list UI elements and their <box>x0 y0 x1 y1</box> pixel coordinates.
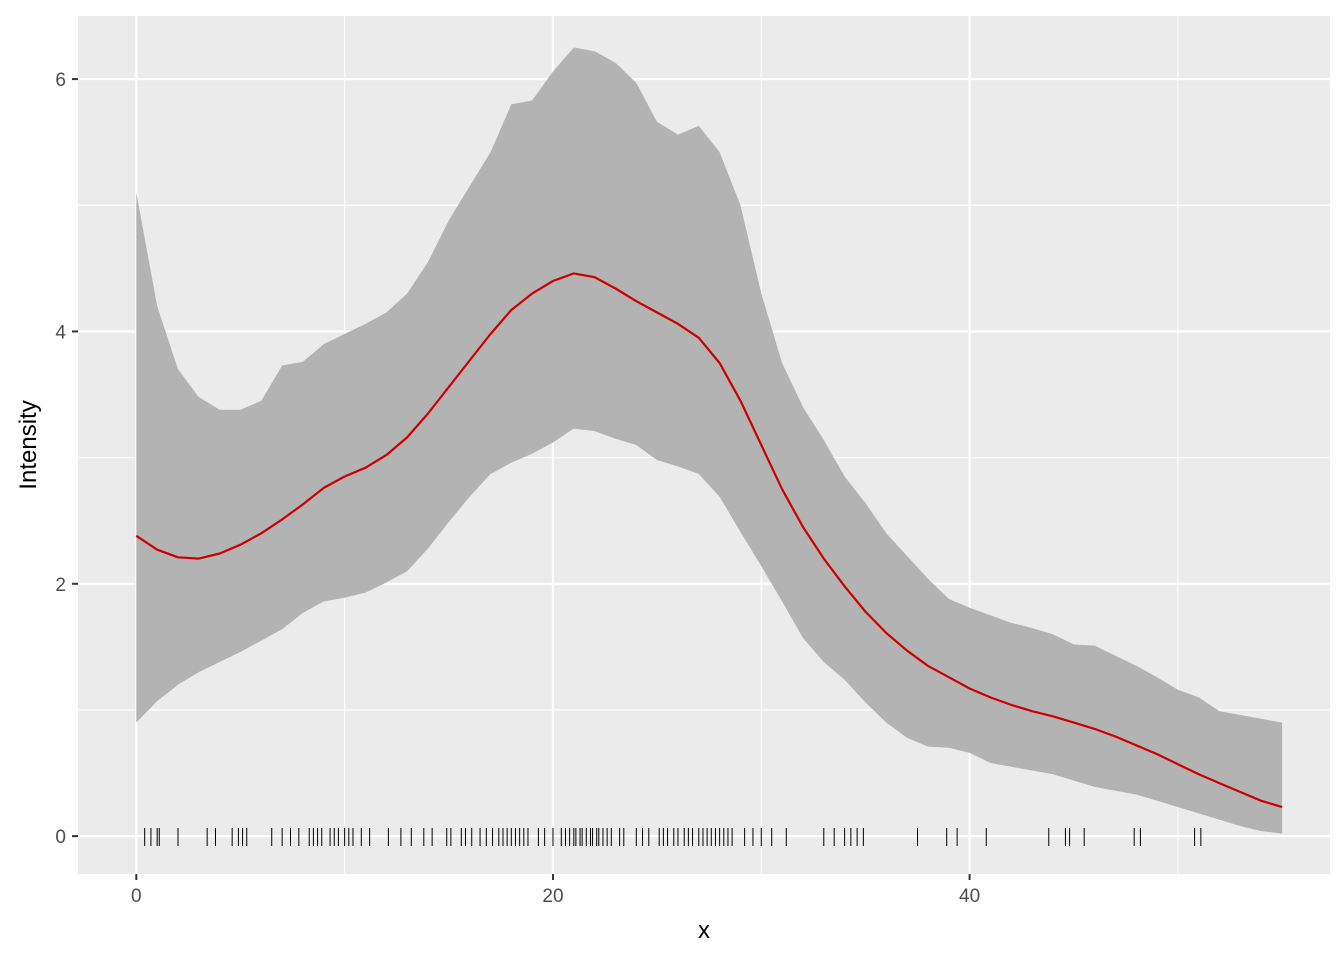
x-tick-label-2: 40 <box>959 886 980 907</box>
x-tick-label-1: 20 <box>542 886 563 907</box>
y-axis-title: Intensity <box>15 400 42 489</box>
x-axis: 0 20 40 <box>131 874 980 907</box>
x-tick-label-0: 0 <box>131 886 142 907</box>
rug-marks <box>144 828 1202 846</box>
y-axis: 0 2 4 6 <box>55 70 78 848</box>
y-tick-label-1: 2 <box>55 575 66 596</box>
y-tick-label-3: 6 <box>55 70 66 91</box>
intensity-line <box>135 272 1283 809</box>
y-tick-label-2: 4 <box>55 322 66 343</box>
x-axis-title: x <box>698 917 710 944</box>
y-tick-label-0: 0 <box>55 827 66 848</box>
confidence-ribbon <box>136 47 1283 834</box>
